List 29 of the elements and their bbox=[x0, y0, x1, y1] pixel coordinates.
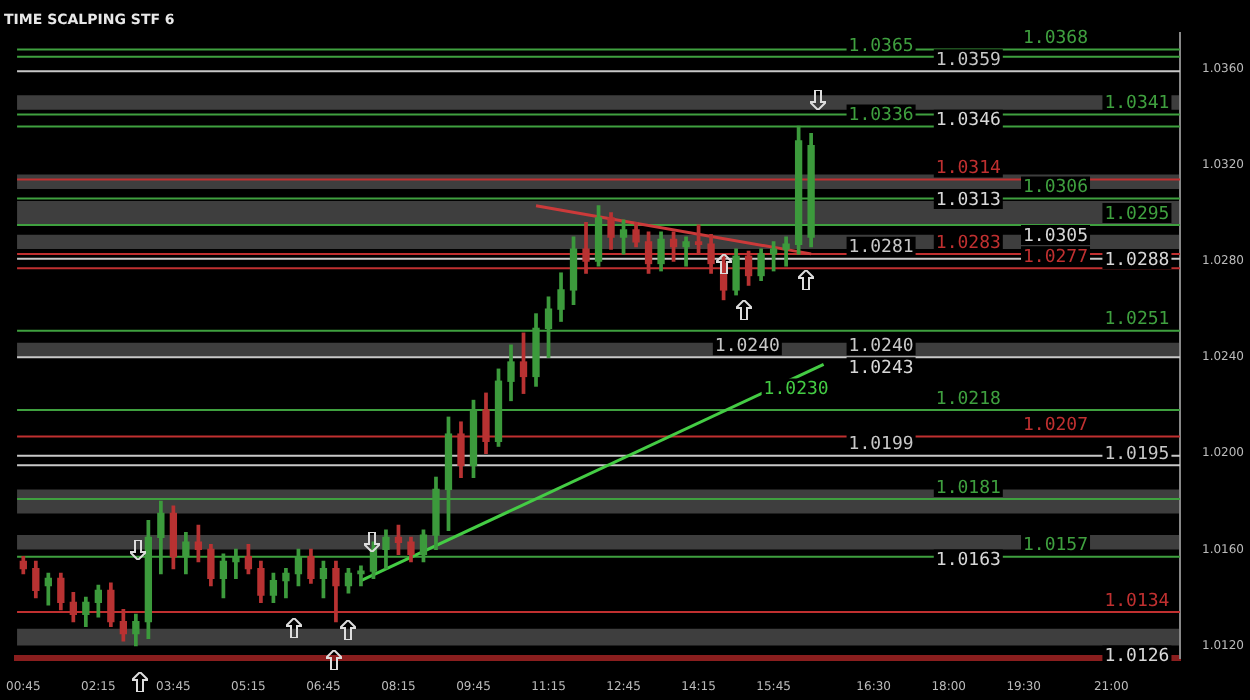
ref-line-label: 1.0207 bbox=[1023, 416, 1089, 437]
band-label: 1.0346 bbox=[935, 111, 1001, 132]
ref-line-label: 1.0251 bbox=[1104, 310, 1170, 331]
ref-line-label: 1.0368 bbox=[1023, 29, 1089, 50]
ref-line-label: 1.0181 bbox=[935, 478, 1001, 499]
band-label: 1.0313 bbox=[935, 190, 1001, 211]
band-label: 1.0243 bbox=[848, 358, 914, 379]
ref-line-label: 1.0295 bbox=[1104, 204, 1170, 225]
ref-line-label: 1.0195 bbox=[1104, 445, 1170, 466]
ref-line-label: 1.0218 bbox=[935, 389, 1001, 410]
ref-line-label: 1.0283 bbox=[935, 233, 1001, 254]
ref-line-label: 1.0199 bbox=[848, 435, 914, 456]
ref-line-label: 1.0157 bbox=[1023, 536, 1089, 557]
annotation: 1.0230 bbox=[763, 380, 829, 401]
band-label: 1.0288 bbox=[1104, 250, 1170, 271]
ref-line-label: 1.0341 bbox=[1104, 94, 1170, 115]
ref-line-label: 1.0277 bbox=[1023, 247, 1089, 268]
band-label: 1.0305 bbox=[1023, 226, 1089, 247]
band-label: 1.0163 bbox=[935, 551, 1001, 572]
ref-line-label: 1.0281 bbox=[848, 238, 914, 259]
ref-line-label: 1.0314 bbox=[935, 159, 1001, 180]
band-label: 1.0126 bbox=[1104, 647, 1170, 668]
ref-line-label: 1.0359 bbox=[935, 50, 1001, 71]
ref-line-label: 1.0336 bbox=[848, 106, 914, 127]
ref-line-label: 1.0134 bbox=[1104, 591, 1170, 612]
ref-line-label: 1.0365 bbox=[848, 36, 914, 57]
ref-line-label: 1.0306 bbox=[1023, 178, 1089, 199]
ref-line-label: 1.0240 bbox=[848, 336, 914, 357]
annotation: 1.0240 bbox=[714, 336, 780, 357]
